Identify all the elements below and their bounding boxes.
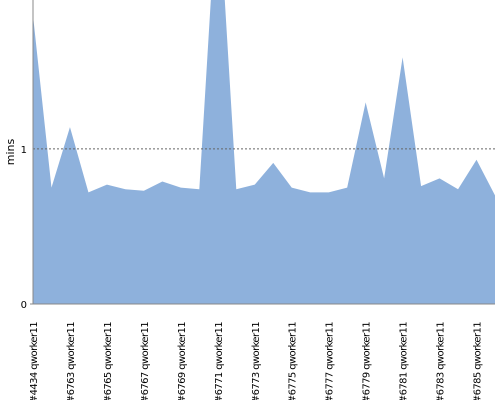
x-tick-label: #6765 qworker11 xyxy=(103,322,114,400)
x-tick-label: #6781 qworker11 xyxy=(399,322,410,400)
x-tick-label: #6773 qworker11 xyxy=(251,322,262,400)
x-tick-label: #6783 qworker11 xyxy=(436,322,447,400)
x-tick-label: #6777 qworker11 xyxy=(325,322,336,400)
y-tick-label: 0 xyxy=(21,300,27,311)
y-axis-label: mins xyxy=(4,138,17,165)
x-tick-label: #6763 qworker11 xyxy=(66,322,77,400)
x-tick-label: #6779 qworker11 xyxy=(362,322,373,400)
y-tick-label: 1 xyxy=(21,145,27,156)
x-tick-label: #6769 qworker11 xyxy=(177,322,188,400)
x-tick-label: #6775 qworker11 xyxy=(288,322,299,400)
x-tick-label: #4434 qworker11 xyxy=(29,322,40,400)
x-tick-label: #6785 qworker11 xyxy=(473,322,484,400)
x-tick-label: #6771 qworker11 xyxy=(214,322,225,400)
area xyxy=(33,0,495,304)
x-tick-label: #6767 qworker11 xyxy=(140,322,151,400)
